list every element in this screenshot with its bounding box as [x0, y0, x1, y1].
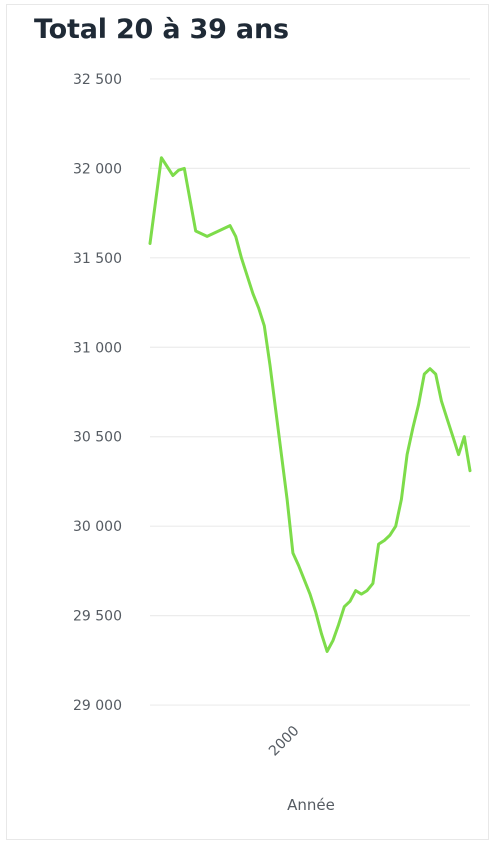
y-tick-label: 32 000 [73, 161, 122, 177]
y-tick-label: 32 500 [73, 72, 122, 88]
chart-title: Total 20 à 39 ans [34, 14, 289, 45]
chart-card [6, 4, 489, 840]
y-tick-label: 29 500 [73, 609, 122, 625]
y-tick-label: 30 000 [73, 519, 122, 535]
y-tick-label: 31 000 [73, 340, 122, 356]
x-axis-ticks: 2000 [266, 723, 303, 760]
x-axis-title: Année [287, 796, 335, 814]
y-axis-ticks: 32 500 32 000 31 500 31 000 30 500 30 000 29 5… [73, 72, 122, 714]
series-layer [148, 156, 472, 653]
y-tick-label: 29 000 [73, 698, 122, 714]
y-tick-label: 30 500 [73, 430, 122, 446]
y-tick-label: 31 500 [73, 251, 122, 267]
x-tick-label: 2000 [266, 723, 303, 760]
gridlines [150, 78, 470, 706]
series-line [148, 156, 472, 653]
